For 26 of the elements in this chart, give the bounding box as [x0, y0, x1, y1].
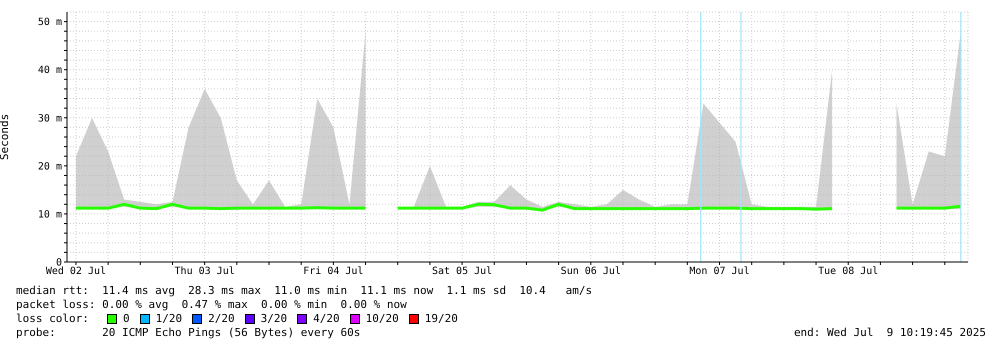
x-tick-label: Sat 05 Jul — [432, 266, 492, 278]
x-tick-label: Fri 04 Jul — [303, 266, 364, 278]
x-tick-label: Thu 03 Jul — [174, 266, 235, 278]
text: end: Wed Jul 9 10:19:45 2025 — [794, 326, 986, 340]
y-tick-label: 0 — [56, 258, 62, 269]
legend-title: loss color: — [16, 312, 90, 326]
legend-label: 4/20 — [312, 312, 340, 326]
y-tick-label: 40 m — [38, 65, 62, 76]
y-tick-label: 30 m — [38, 113, 62, 124]
y-tick-label: 20 m — [38, 161, 62, 172]
text: median rtt: 11.4 ms avg 28.3 ms max 11.0 ms min 11.1 ms now 1.1 ms sd 10.4 am/s — [16, 284, 594, 298]
legend-label: 2/20 — [207, 312, 235, 326]
y-tick-label: 10 m — [38, 209, 62, 220]
legend-label: 3/20 — [260, 312, 288, 326]
y-tick-label: 50 m — [38, 17, 62, 28]
legend-label: 19/20 — [424, 312, 458, 326]
x-tick-label: Mon 07 Jul — [689, 266, 750, 278]
x-tick-label: Tue 08 Jul — [818, 266, 878, 278]
legend-label: 10/20 — [364, 312, 399, 326]
legend-label: 0 — [122, 312, 130, 326]
text: packet loss: 0.00 % avg 0.47 % max 0.00 % min 0.00 % now — [16, 298, 408, 312]
y-axis-title: Seconds — [0, 114, 11, 160]
x-tick-label: Wed 02 Jul — [46, 266, 106, 278]
text: probe: 20 ICMP Echo Pings (56 Bytes) every 60s — [16, 326, 360, 340]
x-tick-label: Sun 06 Jul — [560, 266, 621, 278]
legend-label: 1/20 — [154, 312, 182, 326]
